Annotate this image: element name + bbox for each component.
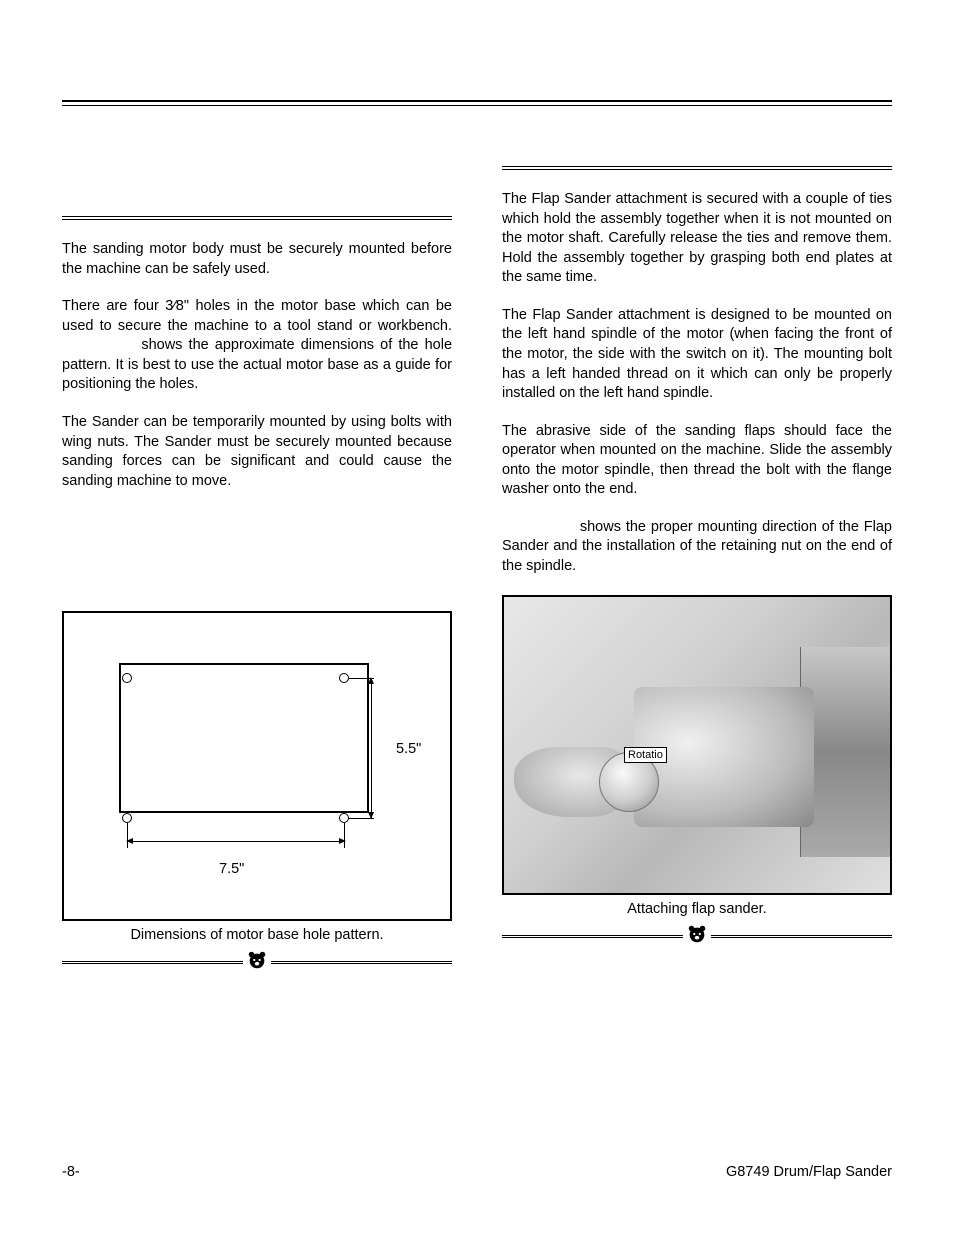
fig1-inner-rect [119,663,369,813]
fig1-vert-dim-dn [371,748,372,818]
left-column: The sanding motor body must be securely … [62,166,452,976]
figure-1-end-rule [62,949,452,976]
left-para-1: The sanding motor body must be securely … [62,240,452,279]
rule-line-left [62,961,243,964]
figure-1-box: 5.5" 7.5" [62,611,452,921]
left-p2-a: There are four [62,298,165,314]
fig1-vert-tick-bot [349,818,374,819]
bear-icon [683,923,711,950]
right-p4-gap [502,519,575,535]
top-double-rule [62,100,892,106]
running-title: G8749 Drum/Flap Sander [726,1164,892,1180]
left-section-rule [62,216,452,220]
right-para-2: The Flap Sander attachment is designed t… [502,306,892,404]
fig1-horiz-dim-r [235,841,345,842]
fig1-horiz-dim-l [127,841,235,842]
page-footer: -8- G8749 Drum/Flap Sander [62,1164,892,1180]
left-p2-frac: 3⁄8 [165,298,184,314]
bear-icon [243,949,271,976]
left-para-3: The Sander can be temporarily mounted by… [62,413,452,491]
right-para-1: The Flap Sander attachment is secured wi… [502,190,892,288]
fig1-width-label: 7.5" [219,861,244,877]
fig1-horiz-tick-l [127,823,128,848]
fig1-hole-bl [122,813,132,823]
fig1-vert-dim-up [371,678,372,748]
two-column-layout: The sanding motor body must be securely … [62,166,892,976]
figure-2-caption: Attaching flap sander. [502,901,892,917]
fig1-height-label: 5.5" [396,741,421,757]
figure-2-box: Rotatio [502,595,892,895]
right-para-3: The abrasive side of the sanding flaps s… [502,422,892,500]
figure-1-caption: Dimensions of motor base hole pattern. [62,927,452,943]
fig1-horiz-tick-r [344,823,345,848]
fig1-hole-br [339,813,349,823]
figure-2-end-rule [502,923,892,950]
left-para-2: There are four 3⁄8" holes in the motor b… [62,297,452,395]
right-para-4: shows the proper mounting direction of t… [502,518,892,577]
fig2-rotation-label: Rotatio [624,747,667,763]
page-number: -8- [62,1164,80,1180]
fig1-vert-tick-top [349,678,374,679]
rule-line-right [271,961,452,964]
right-section-rule [502,166,892,170]
rule-line-left-2 [502,935,683,938]
rule-line-right-2 [711,935,892,938]
right-column: The Flap Sander attachment is secured wi… [502,166,892,976]
left-p2-gap [62,337,135,353]
